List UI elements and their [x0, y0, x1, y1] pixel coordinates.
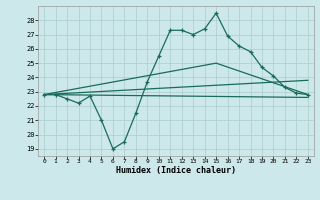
X-axis label: Humidex (Indice chaleur): Humidex (Indice chaleur) [116, 166, 236, 175]
